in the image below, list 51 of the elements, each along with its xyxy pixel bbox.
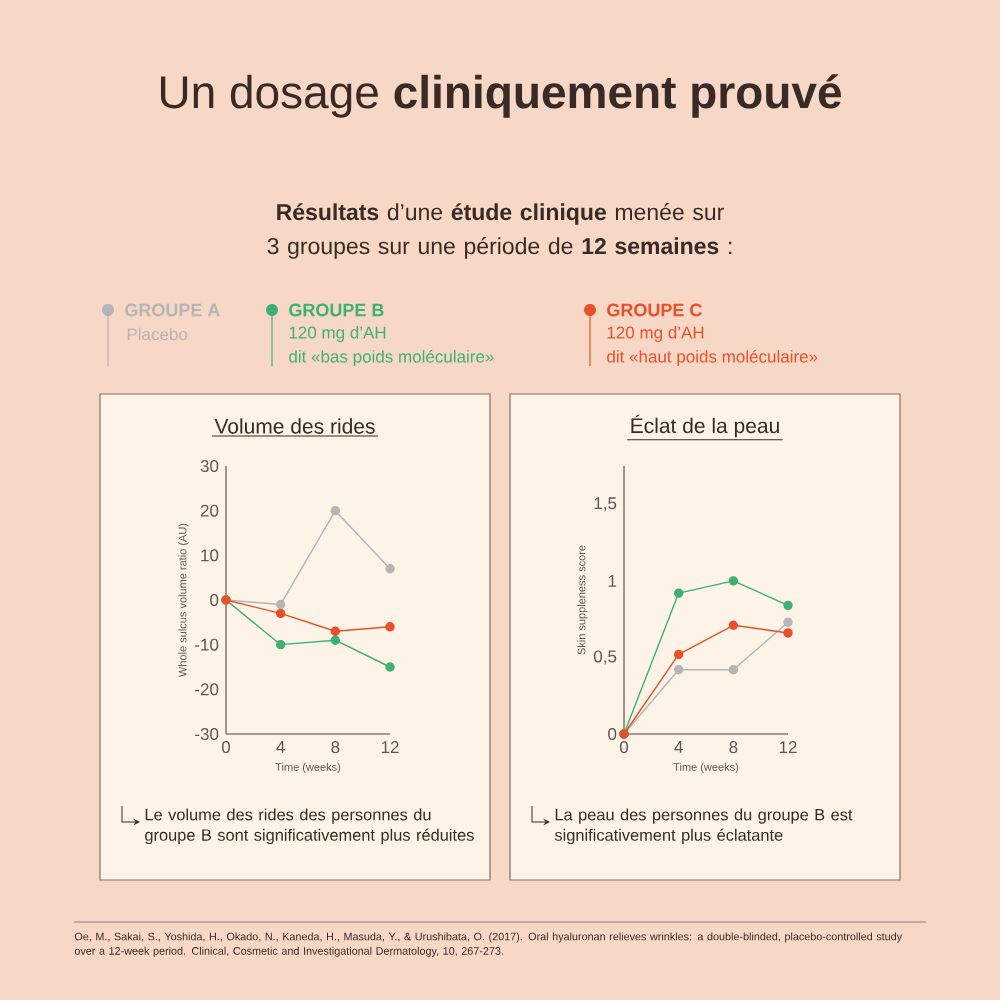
text: dit «haut poids moléculaire»	[607, 349, 818, 367]
point	[673, 664, 684, 675]
point	[783, 600, 793, 611]
x-tick-label: 8	[729, 741, 738, 754]
point	[275, 639, 286, 650]
text: Placebo	[127, 327, 188, 341]
point	[330, 505, 341, 516]
point	[728, 620, 739, 630]
y-tick-label: 0	[210, 594, 219, 607]
point	[330, 635, 341, 645]
y-tick-label: 0	[608, 728, 617, 741]
point	[275, 599, 286, 610]
legend-label: GROUPE A	[125, 303, 220, 317]
point	[330, 626, 341, 636]
y-tick-label: 1,5	[594, 497, 617, 512]
chart-title: Volume des rides	[214, 418, 375, 434]
legend-label: GROUPE B	[289, 303, 384, 317]
text: La peau des personnes du groupe B est significativement plus éclatante	[554, 808, 853, 845]
legend-label: GROUPE C	[607, 303, 702, 317]
x-tick-label: 0	[619, 741, 629, 754]
text: Le volume des rides des personnes du groupe B sont significativement plus réduites	[145, 808, 474, 845]
y-tick-label: 10	[201, 549, 219, 562]
text: 120 mg d’AH	[289, 326, 386, 342]
point	[673, 588, 684, 598]
x-tick-label: 4	[674, 741, 683, 753]
x-tick-label: 4	[276, 741, 285, 753]
y-tick-label: 1	[608, 575, 617, 587]
x-tick-label: 12	[779, 741, 797, 753]
y-tick-label: -10	[195, 638, 219, 651]
point	[385, 662, 395, 672]
x-tick-label: 0	[221, 741, 231, 754]
y-tick-label: 30	[200, 460, 219, 473]
point	[783, 628, 793, 638]
text: Un dosage cliniquement prouvé	[160, 74, 842, 118]
text: Résultats d’une étude clinique menée sur 3 groupes sur une période de 12 semaines :	[267, 203, 732, 259]
point	[728, 576, 739, 586]
x-tick-label: 8	[331, 741, 340, 754]
y-tick-label: 0,5	[593, 650, 617, 665]
text: 120 mg d’AH	[607, 326, 704, 342]
point	[673, 649, 684, 660]
text: dit «bas poids moléculaire»	[289, 349, 494, 367]
y-tick-label: -20	[195, 683, 219, 696]
point	[385, 564, 395, 574]
chart-title: Éclat de la peau	[631, 414, 779, 438]
x-tick-label: 12	[381, 741, 399, 753]
point	[783, 617, 793, 627]
y-tick-label: -30	[195, 728, 219, 741]
y-tick-label: 20	[200, 504, 219, 517]
point	[728, 664, 739, 675]
point	[385, 622, 395, 632]
point	[275, 608, 286, 619]
